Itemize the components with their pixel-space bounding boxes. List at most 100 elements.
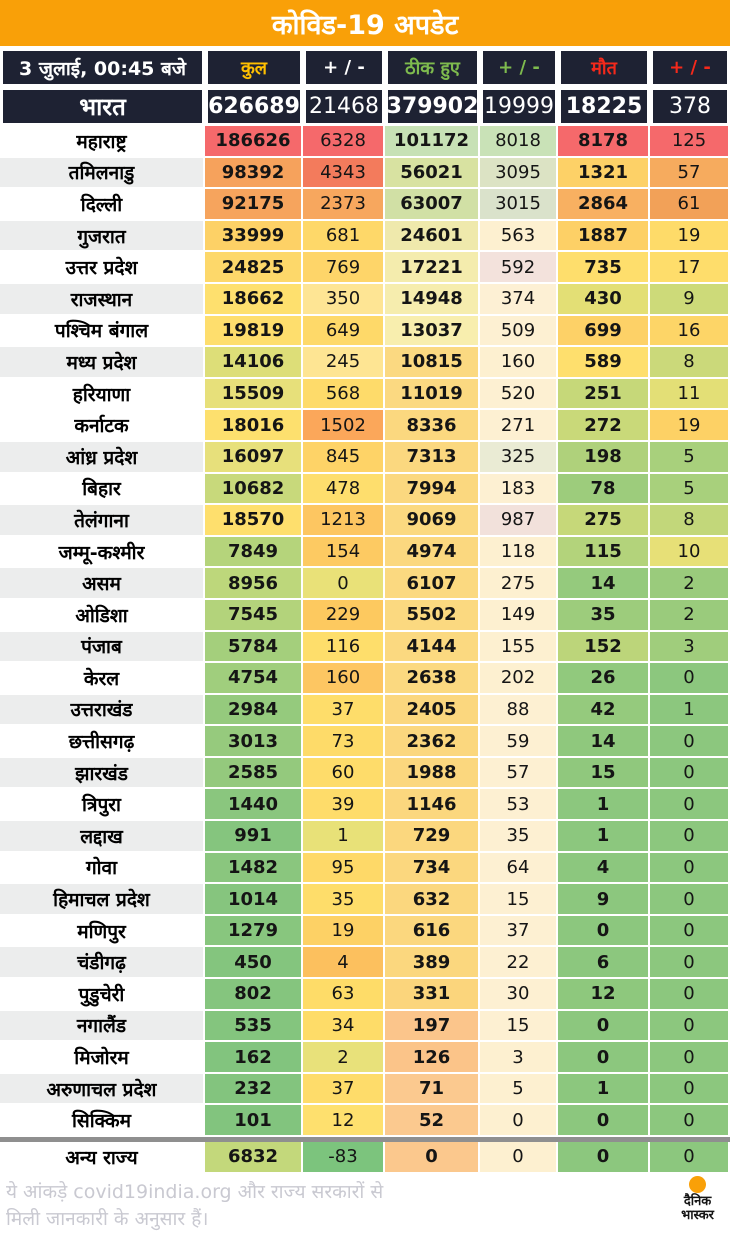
india-total-cell: 379902: [385, 87, 480, 126]
value-cell: 2362: [385, 726, 480, 758]
value-cell: 13037: [385, 315, 480, 348]
value-cell: 1440: [205, 789, 303, 822]
value-cell: 95: [303, 852, 385, 885]
source-credit-line1: ये आंकड़े covid19india.org और राज्य सरका…: [6, 1180, 384, 1203]
value-cell: 1: [303, 821, 385, 853]
value-cell: 4974: [385, 536, 480, 569]
value-cell: 18570: [205, 505, 303, 537]
value-cell: -83: [303, 1142, 385, 1174]
value-cell: 0: [650, 726, 730, 758]
value-cell: 1482: [205, 852, 303, 885]
value-cell: 450: [205, 947, 303, 980]
value-cell: 0: [558, 1010, 650, 1043]
value-cell: 0: [558, 915, 650, 948]
value-cell: 63007: [385, 189, 480, 221]
value-cell: 19: [650, 220, 730, 253]
value-cell: 802: [205, 979, 303, 1011]
value-cell: 64: [480, 852, 558, 885]
value-cell: 520: [480, 378, 558, 411]
india-total-cell: 626689: [205, 87, 303, 126]
title-bar: कोविड-19 अपडेट: [0, 0, 730, 46]
value-cell: 0: [385, 1142, 480, 1174]
value-cell: 535: [205, 1010, 303, 1043]
value-cell: 8178: [558, 126, 650, 158]
value-cell: 155: [480, 631, 558, 664]
value-cell: 987: [480, 505, 558, 537]
value-cell: 0: [558, 1042, 650, 1074]
value-cell: 126: [385, 1042, 480, 1074]
value-cell: 118: [480, 536, 558, 569]
india-total-cell: 378: [650, 87, 730, 126]
value-cell: 3095: [480, 157, 558, 190]
value-cell: 18016: [205, 410, 303, 442]
state-cell: पंजाब: [0, 631, 205, 664]
value-cell: 4: [303, 947, 385, 980]
value-cell: 1: [558, 821, 650, 853]
value-cell: 35: [303, 884, 385, 916]
value-cell: 8: [650, 347, 730, 379]
value-cell: 275: [558, 505, 650, 537]
value-cell: 3: [480, 1042, 558, 1074]
source-credit-line2: मिली जानकारी के अनुसार हैं।: [6, 1208, 209, 1231]
value-cell: 197: [385, 1010, 480, 1043]
value-cell: 73: [303, 726, 385, 758]
value-cell: 0: [650, 1042, 730, 1074]
value-cell: 26: [558, 663, 650, 695]
value-cell: 0: [650, 757, 730, 790]
value-cell: 0: [650, 1073, 730, 1106]
value-cell: 0: [558, 1105, 650, 1137]
value-cell: 152: [558, 631, 650, 664]
value-cell: 2373: [303, 189, 385, 221]
value-cell: 271: [480, 410, 558, 442]
value-cell: 430: [558, 283, 650, 316]
column-header-0: कुल: [205, 48, 303, 87]
value-cell: 4754: [205, 663, 303, 695]
state-cell: अरुणाचल प्रदेश: [0, 1073, 205, 1106]
value-cell: 17221: [385, 252, 480, 284]
column-header-3: + / -: [480, 48, 558, 87]
state-cell: मणिपुर: [0, 915, 205, 948]
value-cell: 5502: [385, 599, 480, 632]
value-cell: 52: [385, 1105, 480, 1137]
value-cell: 1988: [385, 757, 480, 790]
value-cell: 2984: [205, 694, 303, 727]
state-cell: कर्नाटक: [0, 410, 205, 442]
state-cell: गोवा: [0, 852, 205, 885]
state-cell: नगालैंड: [0, 1010, 205, 1043]
value-cell: 232: [205, 1073, 303, 1106]
value-cell: 7545: [205, 599, 303, 632]
value-cell: 325: [480, 441, 558, 474]
value-cell: 17: [650, 252, 730, 284]
state-cell: बिहार: [0, 473, 205, 506]
value-cell: 0: [480, 1142, 558, 1174]
state-cell: त्रिपुरा: [0, 789, 205, 822]
value-cell: 389: [385, 947, 480, 980]
value-cell: 3: [650, 631, 730, 664]
value-cell: 4144: [385, 631, 480, 664]
value-cell: 8956: [205, 568, 303, 600]
value-cell: 374: [480, 283, 558, 316]
value-cell: 35: [558, 599, 650, 632]
value-cell: 8: [650, 505, 730, 537]
value-cell: 6328: [303, 126, 385, 158]
value-cell: 616: [385, 915, 480, 948]
value-cell: 42: [558, 694, 650, 727]
state-cell: मध्य प्रदेश: [0, 347, 205, 379]
value-cell: 0: [650, 821, 730, 853]
value-cell: 1502: [303, 410, 385, 442]
value-cell: 229: [303, 599, 385, 632]
value-cell: 275: [480, 568, 558, 600]
state-cell: गुजरात: [0, 220, 205, 253]
value-cell: 57: [480, 757, 558, 790]
value-cell: 0: [303, 568, 385, 600]
value-cell: 0: [650, 884, 730, 916]
state-cell: चंडीगढ़: [0, 947, 205, 980]
value-cell: 115: [558, 536, 650, 569]
value-cell: 699: [558, 315, 650, 348]
value-cell: 162: [205, 1042, 303, 1074]
value-cell: 4343: [303, 157, 385, 190]
value-cell: 245: [303, 347, 385, 379]
value-cell: 16: [650, 315, 730, 348]
value-cell: 1014: [205, 884, 303, 916]
